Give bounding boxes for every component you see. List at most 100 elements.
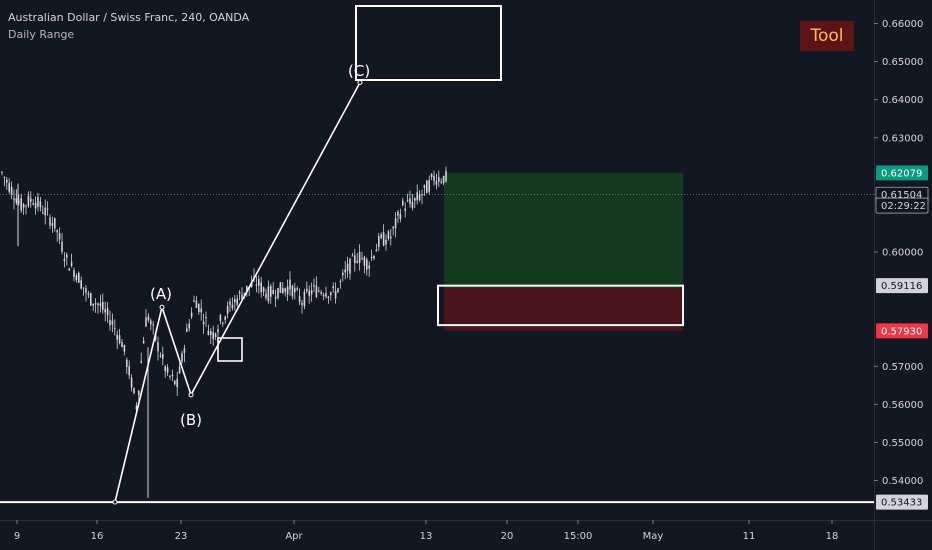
- candle[interactable]: [301, 299, 303, 314]
- candle[interactable]: [198, 303, 200, 315]
- candle[interactable]: [46, 201, 49, 216]
- candle[interactable]: [1, 170, 3, 176]
- candle[interactable]: [114, 319, 116, 336]
- candle[interactable]: [99, 294, 102, 313]
- candle[interactable]: [150, 318, 152, 331]
- candle[interactable]: [27, 191, 30, 208]
- candle[interactable]: [442, 175, 445, 186]
- elliott-wave-drawing[interactable]: (A) (B) (C): [112, 5, 502, 505]
- candle[interactable]: [118, 328, 121, 345]
- candle[interactable]: [262, 286, 265, 297]
- wave-point[interactable]: [112, 499, 118, 505]
- candle[interactable]: [20, 193, 22, 213]
- candle[interactable]: [298, 288, 301, 306]
- candle[interactable]: [116, 330, 118, 350]
- candle[interactable]: [190, 307, 193, 319]
- candle[interactable]: [366, 257, 368, 276]
- candle[interactable]: [303, 288, 306, 310]
- candle[interactable]: [102, 293, 104, 314]
- candle[interactable]: [210, 328, 212, 345]
- candle[interactable]: [282, 282, 284, 295]
- candle[interactable]: [6, 177, 8, 190]
- candle[interactable]: [164, 365, 166, 378]
- candle[interactable]: [349, 257, 351, 280]
- candle[interactable]: [392, 225, 394, 236]
- candle[interactable]: [140, 352, 142, 364]
- candle[interactable]: [241, 287, 243, 301]
- candle[interactable]: [361, 251, 363, 261]
- candle[interactable]: [404, 202, 406, 218]
- candle[interactable]: [296, 286, 298, 292]
- candle[interactable]: [51, 216, 54, 233]
- candle[interactable]: [39, 196, 42, 212]
- candle[interactable]: [320, 289, 322, 296]
- candle[interactable]: [111, 313, 114, 333]
- candle[interactable]: [49, 214, 51, 229]
- candle[interactable]: [306, 281, 308, 294]
- candle[interactable]: [334, 282, 337, 304]
- candle[interactable]: [68, 267, 70, 271]
- candle[interactable]: [174, 379, 176, 386]
- candle[interactable]: [106, 302, 109, 323]
- candle[interactable]: [130, 374, 133, 392]
- candle[interactable]: [445, 166, 447, 183]
- candle[interactable]: [356, 253, 358, 264]
- candle[interactable]: [428, 175, 430, 195]
- candle[interactable]: [406, 193, 409, 203]
- candle[interactable]: [284, 287, 286, 297]
- candle[interactable]: [423, 184, 426, 196]
- candle[interactable]: [87, 291, 90, 299]
- time-axis[interactable]: 9 16 23 Apr 13 20 15:00 May 11 18: [0, 520, 932, 542]
- candle[interactable]: [58, 227, 61, 244]
- candle[interactable]: [202, 313, 205, 334]
- candle[interactable]: [380, 232, 382, 240]
- candle[interactable]: [224, 315, 226, 324]
- candle[interactable]: [133, 387, 135, 395]
- tool-badge[interactable]: Tool: [800, 21, 854, 51]
- candle[interactable]: [411, 193, 414, 211]
- candle[interactable]: [166, 364, 169, 376]
- candle[interactable]: [291, 284, 294, 300]
- candle[interactable]: [183, 344, 186, 363]
- candle[interactable]: [421, 189, 423, 205]
- candle[interactable]: [97, 302, 99, 314]
- candle[interactable]: [70, 253, 73, 268]
- candle[interactable]: [277, 287, 279, 300]
- candle[interactable]: [162, 346, 164, 366]
- candle[interactable]: [344, 261, 346, 280]
- candle[interactable]: [126, 357, 128, 374]
- candle[interactable]: [414, 197, 416, 209]
- candle[interactable]: [63, 252, 66, 268]
- candle[interactable]: [229, 298, 231, 312]
- candle[interactable]: [332, 282, 334, 293]
- candle[interactable]: [109, 310, 111, 331]
- candle[interactable]: [327, 295, 330, 304]
- candle[interactable]: [402, 197, 404, 207]
- candle[interactable]: [44, 199, 46, 225]
- candle[interactable]: [128, 360, 130, 380]
- candle[interactable]: [265, 288, 267, 301]
- candle[interactable]: [13, 189, 15, 210]
- candle[interactable]: [342, 269, 344, 282]
- candle[interactable]: [123, 344, 126, 356]
- candle[interactable]: [142, 336, 145, 344]
- candle[interactable]: [10, 181, 13, 200]
- candle[interactable]: [430, 173, 433, 181]
- candle[interactable]: [121, 339, 123, 348]
- candle[interactable]: [147, 313, 150, 323]
- candle[interactable]: [37, 192, 39, 212]
- candle[interactable]: [378, 232, 380, 252]
- candle[interactable]: [205, 311, 207, 328]
- candle[interactable]: [25, 204, 27, 215]
- candle[interactable]: [346, 256, 349, 278]
- candle[interactable]: [104, 301, 106, 322]
- candle[interactable]: [258, 275, 260, 294]
- candle[interactable]: [200, 299, 202, 321]
- highlight-box[interactable]: [217, 337, 243, 362]
- target-box[interactable]: [355, 5, 502, 81]
- wave-point[interactable]: [159, 304, 165, 310]
- candle[interactable]: [325, 286, 327, 299]
- candle[interactable]: [195, 296, 198, 309]
- candle[interactable]: [397, 209, 399, 223]
- candle[interactable]: [272, 282, 274, 295]
